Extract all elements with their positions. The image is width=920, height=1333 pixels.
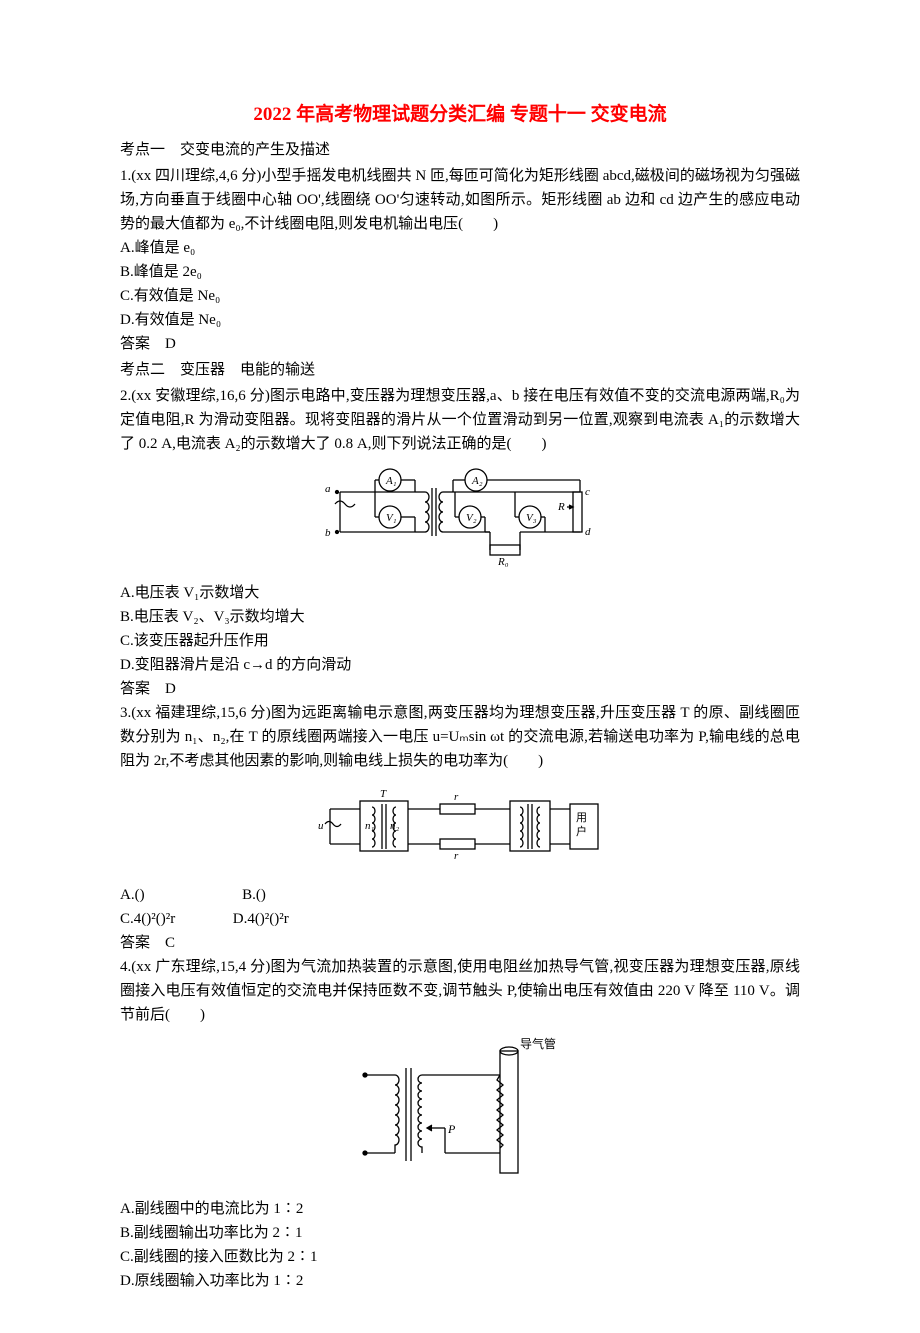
q3-opts-cd: C.4()²()²r D.4()²()²r xyxy=(120,907,800,931)
svg-text:r: r xyxy=(454,850,459,862)
q3-opt-b: B.() xyxy=(242,887,266,903)
q3-stem: 3.(xx 福建理综,15,6 分)图为远距离输电示意图,两变压器均为理想变压器… xyxy=(120,701,800,773)
q1-answer: 答案 D xyxy=(120,332,800,356)
q1-stem: 1.(xx 四川理综,4,6 分)小型手摇发电机线圈共 N 匝,每匝可简化为矩形… xyxy=(120,164,800,236)
svg-text:n₁: n₁ xyxy=(365,820,375,832)
svg-text:A₁: A₁ xyxy=(385,475,397,487)
section1-header: 考点一 交变电流的产生及描述 xyxy=(120,138,800,162)
q2-opt-d: D.变阻器滑片是沿 c→d 的方向滑动 xyxy=(120,653,800,677)
circuit-diagram-icon: A₁ A₂ V₁ V₂ V₃ R₀ R a b c d xyxy=(315,462,605,567)
q1-opt-a: A.峰值是 e₀ xyxy=(120,236,800,260)
pipe-label: 导气管 xyxy=(520,1036,556,1051)
q4-stem: 4.(xx 广东理综,15,4 分)图为气流加热装置的示意图,使用电阻丝加热导气… xyxy=(120,955,800,1027)
transmission-diagram-icon: u n₁ n₂ T r r 用 户 xyxy=(310,779,610,869)
q3-circuit-figure: u n₁ n₂ T r r 用 户 xyxy=(120,779,800,877)
q2-stem: 2.(xx 安徽理综,16,6 分)图示电路中,变压器为理想变压器,a、b 接在… xyxy=(120,384,800,456)
q3-opt-a: A.() xyxy=(120,887,145,903)
q1-opt-b: B.峰值是 2e₀ xyxy=(120,260,800,284)
svg-text:V₁: V₁ xyxy=(386,512,397,524)
q2-opt-b: B.电压表 V₂、V₃示数均增大 xyxy=(120,605,800,629)
section2-header: 考点二 变压器 电能的输送 xyxy=(120,358,800,382)
q4-opt-d: D.原线圈输入功率比为 1∶2 xyxy=(120,1269,800,1293)
svg-text:户: 户 xyxy=(576,824,587,838)
svg-text:u: u xyxy=(318,820,324,832)
heater-diagram-icon: 导气管 P xyxy=(350,1033,570,1183)
svg-text:n₂: n₂ xyxy=(390,820,400,832)
svg-text:T: T xyxy=(380,788,387,800)
svg-text:b: b xyxy=(325,527,331,539)
q3-opt-d: D.4()²()²r xyxy=(233,911,289,927)
svg-text:d: d xyxy=(585,526,591,538)
q3-opts-ab: A.() B.() xyxy=(120,883,800,907)
page-title: 2022 年高考物理试题分类汇编 专题十一 交变电流 xyxy=(120,100,800,130)
q3-answer: 答案 C xyxy=(120,931,800,955)
svg-text:R₀: R₀ xyxy=(497,556,509,567)
q4-opt-a: A.副线圈中的电流比为 1∶2 xyxy=(120,1197,800,1221)
q4-opt-b: B.副线圈输出功率比为 2∶1 xyxy=(120,1221,800,1245)
svg-text:A₂: A₂ xyxy=(471,475,483,487)
q4-circuit-figure: 导气管 P xyxy=(120,1033,800,1191)
q2-circuit-figure: A₁ A₂ V₁ V₂ V₃ R₀ R a b c d xyxy=(120,462,800,575)
q3-opt-c: C.4()²()²r xyxy=(120,911,175,927)
svg-text:用: 用 xyxy=(576,812,587,824)
q2-answer: 答案 D xyxy=(120,677,800,701)
q1-opt-d: D.有效值是 Ne₀ xyxy=(120,308,800,332)
q2-opt-a: A.电压表 V₁示数增大 xyxy=(120,581,800,605)
svg-text:r: r xyxy=(454,791,459,803)
q2-opt-c: C.该变压器起升压作用 xyxy=(120,629,800,653)
svg-text:a: a xyxy=(325,483,331,495)
q4-opt-c: C.副线圈的接入匝数比为 2∶1 xyxy=(120,1245,800,1269)
tap-p-label: P xyxy=(447,1122,456,1136)
q1-opt-c: C.有效值是 Ne₀ xyxy=(120,284,800,308)
svg-text:c: c xyxy=(585,486,590,498)
svg-text:R: R xyxy=(557,501,565,513)
svg-text:V₂: V₂ xyxy=(466,512,477,524)
svg-text:V₃: V₃ xyxy=(526,512,537,524)
